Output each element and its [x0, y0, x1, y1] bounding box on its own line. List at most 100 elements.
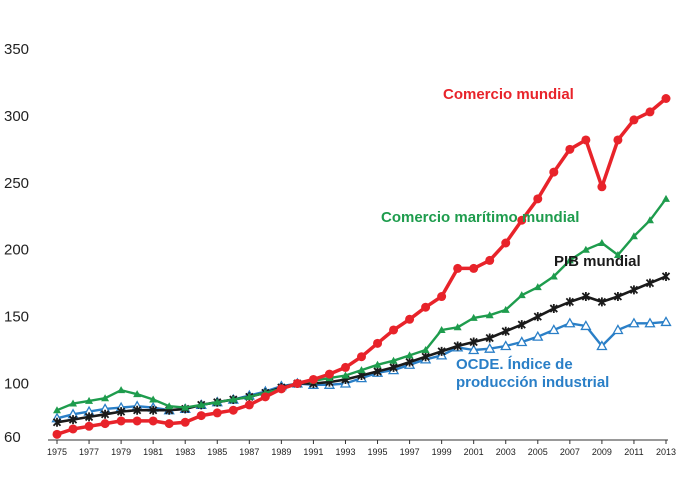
y-tick-label: 250 [4, 175, 29, 192]
data-point [533, 312, 542, 322]
x-tick-label: 1997 [400, 447, 420, 457]
x-tick-label: 2013 [656, 447, 676, 457]
data-point [389, 325, 399, 335]
data-point [149, 405, 158, 415]
data-point [69, 399, 78, 407]
x-tick-label: 1979 [111, 447, 131, 457]
data-point [132, 405, 142, 415]
data-point [533, 194, 543, 204]
data-point [629, 232, 638, 240]
data-point [581, 292, 591, 302]
data-point [373, 338, 383, 348]
data-point [276, 384, 286, 394]
data-point [308, 374, 318, 384]
axes: 60 100 150 200 250 300 350 1975 1977 1979 1981 1983… [4, 41, 676, 457]
series-2 [52, 271, 671, 427]
data-point [596, 340, 608, 351]
x-tick-label: 1981 [143, 447, 163, 457]
data-point [469, 263, 479, 273]
data-point [597, 297, 607, 307]
data-point [68, 424, 78, 434]
data-point [245, 392, 254, 400]
data-point [660, 316, 672, 327]
y-tick-label: 100 [4, 375, 29, 392]
series-line [56, 275, 667, 424]
series-label-ocde: OCDE. Índice de producción industrial [456, 356, 609, 391]
data-point [453, 341, 462, 351]
y-tick-label: 150 [4, 309, 29, 326]
data-point [421, 352, 430, 362]
y-tick-label: 60 [4, 429, 21, 446]
data-point [645, 278, 655, 288]
x-tick-label: 1995 [368, 447, 388, 457]
x-tick-label: 2001 [464, 447, 484, 457]
x-tick-label: 2011 [624, 447, 643, 457]
data-point [469, 313, 478, 321]
data-point [501, 238, 511, 248]
data-point [53, 406, 61, 414]
data-point [181, 403, 190, 411]
y-tick-label: 350 [4, 41, 29, 58]
data-point [644, 317, 656, 328]
data-point [565, 144, 575, 154]
data-point [405, 357, 414, 367]
series-label-comercio-mundial: Comercio mundial [443, 86, 574, 103]
data-point [485, 255, 495, 265]
data-point [548, 324, 560, 335]
data-point [517, 320, 526, 330]
data-point [662, 194, 670, 202]
x-tick-label: 1993 [335, 447, 355, 457]
data-point [340, 362, 350, 372]
data-point [389, 356, 398, 364]
x-tick-label: 1999 [432, 447, 452, 457]
data-point [84, 412, 94, 422]
data-point [229, 395, 238, 403]
x-tick-label: 1975 [47, 447, 67, 457]
labels-layer: Comercio mundial Comercio marítimo mundi… [381, 86, 641, 391]
data-point [580, 320, 592, 331]
y-tick-label: 200 [4, 242, 29, 259]
data-point [116, 416, 126, 426]
x-tick-label: 2007 [560, 447, 580, 457]
x-tick-label: 1977 [79, 447, 99, 457]
data-point [549, 304, 558, 314]
data-point [485, 311, 494, 319]
data-point [132, 416, 142, 426]
data-point [149, 395, 158, 403]
x-tick-label: 1983 [175, 447, 195, 457]
data-point [565, 256, 574, 264]
x-tick-label: 1987 [239, 447, 259, 457]
data-point [613, 135, 623, 145]
series-0 [52, 94, 671, 439]
data-point [405, 351, 414, 359]
series-label-pib-mundial: PIB mundial [554, 253, 641, 270]
data-point [517, 215, 527, 225]
data-point [437, 325, 446, 333]
data-point [165, 402, 174, 410]
x-tick-label: 2005 [528, 447, 548, 457]
data-point [437, 346, 446, 356]
data-point [549, 272, 558, 280]
data-point [597, 239, 606, 246]
data-point [468, 344, 480, 355]
data-point [100, 409, 110, 419]
data-point [357, 366, 366, 374]
data-point [117, 386, 126, 394]
data-point [244, 400, 254, 410]
data-point [469, 337, 478, 347]
data-point [549, 167, 559, 177]
data-point [501, 326, 510, 336]
data-point [565, 297, 574, 307]
data-point [533, 283, 542, 291]
data-point [645, 107, 655, 117]
data-point [629, 115, 639, 125]
data-point [581, 245, 590, 253]
data-point [612, 324, 624, 335]
data-point [629, 285, 639, 295]
data-point [661, 94, 671, 104]
data-point [180, 417, 190, 427]
data-point [324, 369, 334, 379]
x-tick-label: 2003 [496, 447, 516, 457]
data-point [292, 378, 302, 388]
